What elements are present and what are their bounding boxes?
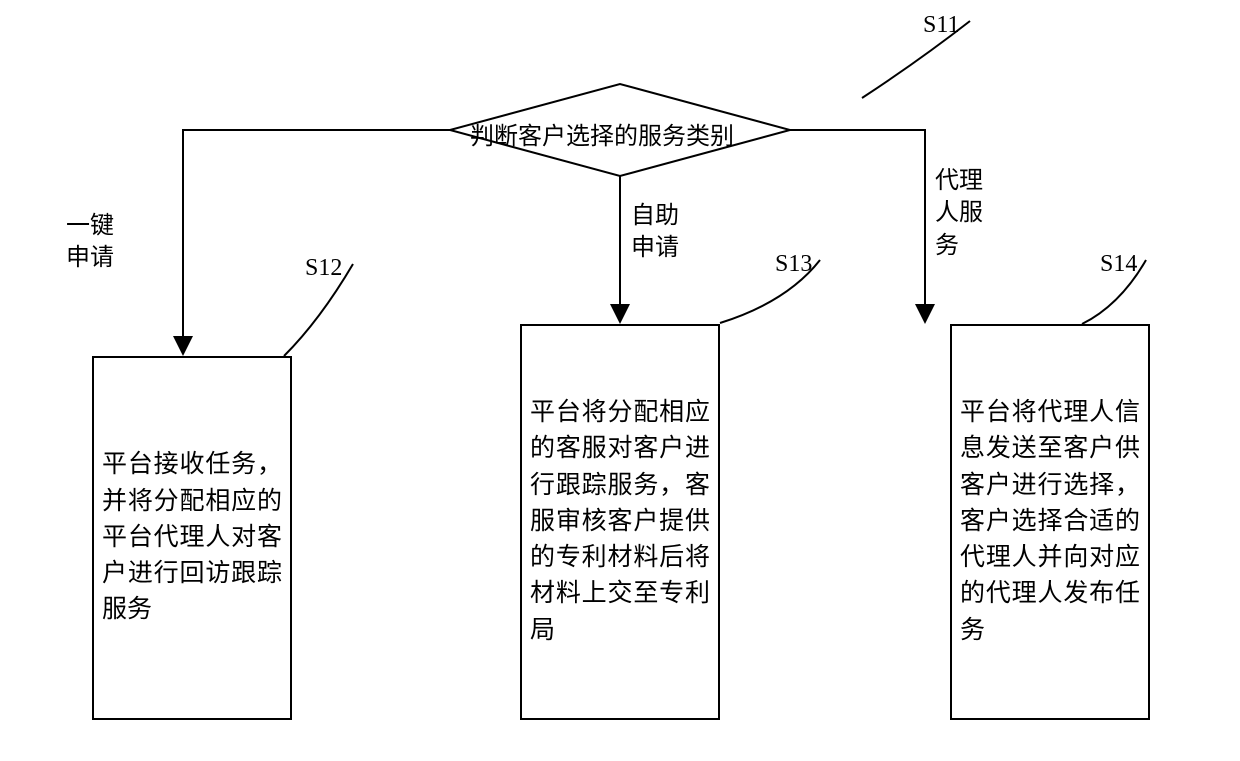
process-box-s14: 平台将代理人信息发送至客户供客户进行选择，客户选择合适的代理人并向对应的代理人发…: [950, 324, 1150, 720]
flowchart-diagram: 判断客户选择的服务类别 S11 一键 申请 S12 平台接收任务，并将分配相应的…: [0, 0, 1240, 761]
branch-label-s12: 一键 申请: [66, 210, 114, 275]
branch-label-s13: 自助 申请: [631, 200, 679, 265]
arrow-to-s14: [790, 130, 925, 320]
arrow-to-s12: [183, 130, 450, 352]
step-id-s12: S12: [305, 255, 342, 282]
decision-label: 判断客户选择的服务类别: [470, 116, 734, 151]
branch-label-s14: 代理 人服 务: [935, 165, 983, 262]
process-box-s13: 平台将分配相应的客服对客户进行跟踪服务，客服审核客户提供的专利材料后将材料上交至…: [520, 324, 720, 720]
step-id-s14: S14: [1100, 251, 1137, 278]
step-id-s11: S11: [923, 12, 959, 39]
step-id-s13: S13: [775, 251, 812, 278]
process-box-s12: 平台接收任务，并将分配相应的平台代理人对客户进行回访跟踪服务: [92, 356, 292, 720]
